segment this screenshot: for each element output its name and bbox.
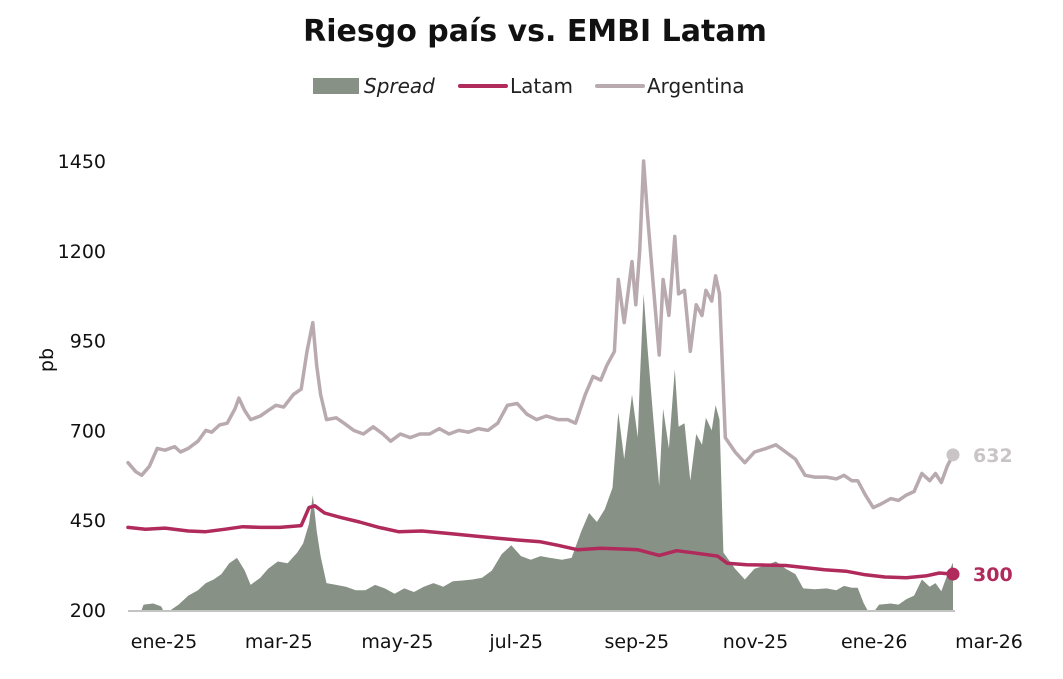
legend-label-argentina: Argentina	[647, 74, 745, 98]
y-tick-label: 700	[70, 420, 106, 442]
y-axis: 200 450 700 950 1200 1450	[58, 151, 106, 622]
y-axis-label: pb	[36, 348, 58, 372]
x-tick-label: may-25	[361, 631, 433, 653]
end-marker-latam	[946, 567, 960, 581]
legend-label-spread: Spread	[364, 74, 435, 98]
plot-area: 632 300	[126, 159, 1013, 610]
y-tick-label: 1200	[58, 241, 106, 263]
x-tick-label: ene-26	[841, 631, 907, 653]
end-label-argentina: 632	[973, 445, 1013, 467]
x-tick-label: ene-25	[131, 631, 197, 653]
legend-label-latam: Latam	[510, 74, 573, 98]
legend: Spread Latam Argentina	[313, 74, 745, 98]
end-label-latam: 300	[973, 564, 1013, 586]
x-tick-label: mar-25	[245, 631, 313, 653]
y-tick-label: 950	[70, 331, 106, 353]
chart-title: Riesgo país vs. EMBI Latam	[303, 14, 767, 49]
y-tick-label: 200	[70, 600, 106, 622]
x-tick-label: jul-25	[488, 631, 543, 653]
series-argentina-line	[126, 159, 955, 510]
y-tick-label: 450	[70, 510, 106, 532]
end-marker-argentina	[946, 448, 960, 462]
series-latam-line	[126, 504, 955, 580]
legend-swatch-spread	[313, 78, 359, 94]
x-tick-label: mar-26	[955, 631, 1023, 653]
y-tick-label: 1450	[58, 151, 106, 173]
x-tick-label: sep-25	[604, 631, 669, 653]
x-axis: ene-25 mar-25 may-25 jul-25 sep-25 nov-2…	[131, 631, 1023, 653]
series-spread-area	[128, 293, 953, 610]
x-tick-label: nov-25	[723, 631, 788, 653]
